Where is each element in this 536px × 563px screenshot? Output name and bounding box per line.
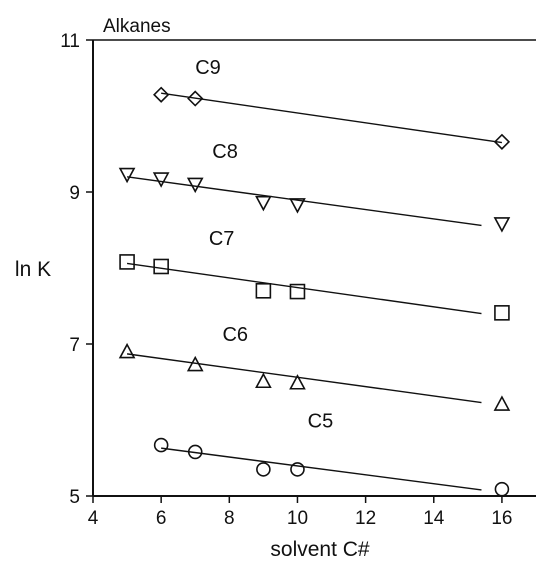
series-label-c8: C8: [212, 141, 238, 163]
x-tick-label: 10: [287, 508, 308, 529]
data-point: [119, 254, 135, 270]
data-point: [494, 305, 510, 321]
data-point: [152, 172, 170, 188]
y-tick-label: 5: [69, 487, 80, 508]
x-axis-label: solvent C#: [270, 538, 370, 561]
series-label-c9: C9: [195, 57, 221, 79]
data-point: [289, 283, 306, 300]
data-point: [187, 90, 204, 107]
x-tick-label: 6: [156, 508, 167, 529]
data-point: [493, 217, 511, 233]
data-point: [255, 372, 272, 389]
series-label-c7: C7: [209, 228, 235, 250]
x-tick-label: 4: [88, 508, 99, 529]
series-label-c6: C6: [222, 324, 248, 346]
data-point: [118, 342, 136, 359]
data-point: [118, 167, 136, 184]
data-point: [289, 374, 306, 390]
data-point: [187, 444, 203, 460]
data-point: [186, 177, 204, 194]
data-point: [153, 258, 169, 275]
fit-line-c9: [161, 92, 503, 144]
x-ticks: 4 6 8 10 12 14 16: [88, 496, 512, 529]
x-tick-label: 16: [491, 508, 512, 529]
data-point: [255, 282, 272, 299]
fit-line-c6: [126, 353, 482, 404]
series-labels: C9 C8 C7 C6 C5: [195, 57, 333, 432]
data-point: [493, 395, 511, 411]
data-point: [153, 86, 170, 103]
series-label-c5: C5: [308, 411, 334, 433]
data-point: [289, 198, 306, 214]
fit-line-c8: [126, 176, 482, 227]
data-point: [494, 481, 510, 497]
data-point: [493, 133, 511, 150]
data-point: [186, 355, 204, 372]
y-ticks: 5 7 9 11: [60, 31, 93, 508]
chart-title: Alkanes: [103, 16, 171, 37]
x-tick-label: 12: [355, 508, 376, 529]
data-point: [255, 195, 272, 212]
data-point: [290, 462, 305, 477]
y-tick-label: 7: [69, 335, 80, 356]
markers: [118, 86, 511, 497]
axes: [92, 39, 536, 497]
fit-line-c5: [161, 447, 482, 491]
x-tick-label: 14: [423, 508, 445, 529]
y-tick-label: 9: [69, 183, 80, 204]
y-tick-label: 11: [60, 31, 80, 52]
y-axis-label: ln K: [15, 258, 51, 281]
x-tick-label: 8: [224, 508, 235, 529]
data-point: [256, 462, 271, 477]
data-point: [153, 437, 169, 453]
